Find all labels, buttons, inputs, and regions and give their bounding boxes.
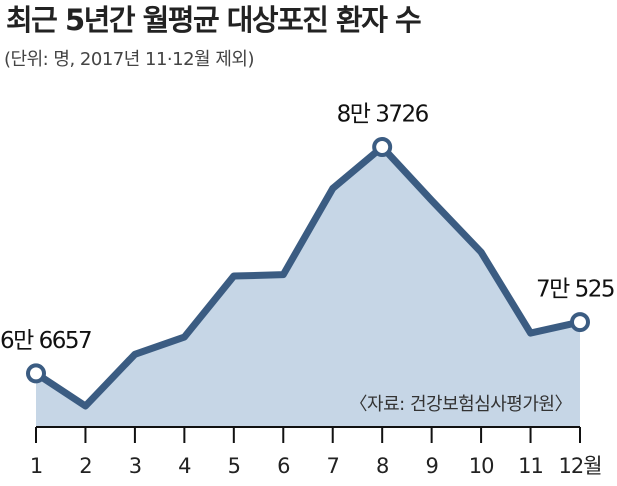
x-tick-label: 8 (376, 454, 388, 478)
marker (372, 137, 393, 157)
x-tick-label: 4 (178, 454, 191, 478)
x-tick-label: 10 (469, 454, 494, 478)
x-tick-label: 1 (30, 454, 42, 478)
x-tick-label: 2 (79, 454, 91, 478)
value-label: 8만 3726 (337, 102, 429, 128)
x-tick-label: 9 (425, 454, 437, 478)
x-tick-label: 11 (518, 454, 543, 478)
plot: 1 2 3 4 5 6 7 8 9 10 11 12월 6만 6657 8만 3726 7만 525 〈자료:… (0, 102, 616, 479)
source-note: 〈자료: 건강보험심사평가원〉 (350, 394, 572, 415)
marker (26, 363, 46, 384)
x-tick-label: 7 (327, 454, 339, 478)
chart-subtitle: (단위: 명, 2017년 11·12월 제외) (4, 49, 254, 70)
x-tick-label: 5 (228, 454, 240, 478)
x-tick-label: 12월 (558, 454, 601, 478)
chart-title: 최근 5년간 월평균 대상포진 환자 수 (6, 3, 421, 37)
x-tick-label: 3 (129, 454, 141, 478)
value-label: 7만 525 (536, 277, 614, 303)
line (34, 143, 581, 410)
value-label: 6만 6657 (0, 328, 91, 354)
x-tick-label: 6 (277, 454, 290, 478)
marker (570, 312, 590, 333)
